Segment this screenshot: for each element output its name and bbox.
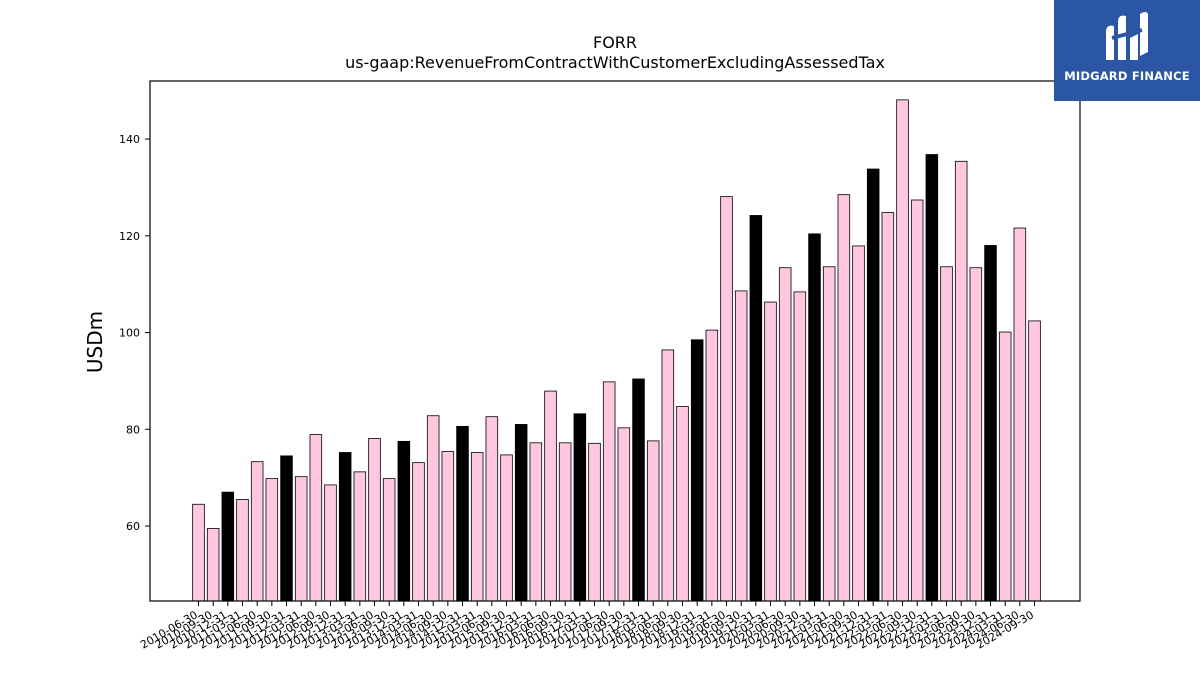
bar-2021-03-31 (822, 266, 836, 602)
bar-2021-06-30 (837, 194, 851, 602)
bar-2019-12-31 (749, 215, 763, 602)
bar-2024-03-31 (998, 331, 1012, 602)
chart-subtitle: us-gaap:RevenueFromContractWithCustomerE… (345, 53, 885, 72)
bar-2014-12-31 (456, 425, 469, 602)
bar-2020-03-31 (764, 301, 777, 602)
bar-2023-06-30 (954, 160, 968, 602)
bar-2017-12-31 (632, 378, 645, 602)
y-tick-label: 60 (126, 520, 140, 533)
bar-2023-03-31 (940, 266, 953, 602)
bar-2016-03-31 (529, 442, 543, 602)
bar-2011-03-31 (236, 499, 249, 602)
bar-2014-03-31 (412, 462, 425, 602)
bar-2019-03-31 (705, 329, 719, 602)
bar-2011-09-30 (265, 478, 279, 602)
bar-2012-12-31 (338, 452, 352, 602)
bar-2022-12-31 (925, 154, 939, 602)
bar-2019-06-30 (720, 196, 733, 602)
y-tick-label: 140 (119, 133, 140, 146)
chart-title: FORR (593, 33, 637, 52)
bar-2019-09-30 (734, 290, 748, 602)
bar-2022-06-30 (896, 99, 909, 602)
bar-2018-06-30 (661, 349, 675, 602)
bar-2023-09-30 (969, 267, 983, 602)
bar-2010-09-30 (206, 528, 220, 602)
y-tick-label: 120 (119, 230, 140, 243)
y-axis-label: USDm (83, 311, 107, 373)
brand-logo: MIDGARD FINANCE (1054, 0, 1200, 101)
bar-2013-03-31 (353, 471, 367, 602)
bar-2018-09-30 (676, 406, 689, 602)
bar-2024-06-30 (1013, 227, 1027, 602)
bar-2014-09-30 (441, 451, 455, 602)
x-ticks-group: 2010-06-302010-09-302010-12-312011-03-31… (138, 601, 1036, 652)
bar-2013-06-30 (368, 438, 381, 602)
bar-2015-06-30 (485, 416, 499, 602)
bar-2016-09-30 (558, 442, 572, 602)
bar-2018-03-31 (646, 440, 660, 602)
bar-2014-06-30 (426, 415, 440, 602)
bar-2022-03-31 (881, 212, 895, 602)
bar-2015-03-31 (470, 452, 484, 602)
bar-2015-12-31 (514, 424, 528, 602)
y-tick-label: 100 (119, 327, 140, 340)
bar-2023-12-31 (984, 245, 997, 602)
midgard-logo-icon (1106, 12, 1148, 61)
y-ticks-group: 60 80 100 120 140 (119, 133, 150, 533)
bars-group (192, 99, 1041, 602)
bar-2013-12-31 (397, 440, 411, 602)
bar-2010-06-30 (192, 503, 205, 602)
bar-2015-09-30 (500, 454, 513, 602)
bar-2020-09-30 (793, 291, 807, 602)
bar-2024-09-30 (1028, 320, 1041, 602)
bar-2017-09-30 (617, 427, 631, 602)
bar-2010-12-31 (221, 491, 235, 602)
bar-2017-03-31 (588, 442, 601, 602)
bar-2018-12-31 (690, 339, 704, 602)
bar-2020-06-30 (778, 267, 792, 602)
bar-2016-12-31 (573, 413, 587, 602)
bar-2020-12-31 (808, 233, 821, 602)
bar-2012-03-31 (294, 476, 308, 602)
bar-2011-06-30 (250, 461, 264, 602)
bar-2011-12-31 (280, 455, 293, 602)
bar-2021-12-31 (866, 168, 880, 602)
bar-2012-06-30 (309, 434, 323, 602)
bar-2013-09-30 (382, 478, 396, 602)
brand-name: MIDGARD FINANCE (1064, 69, 1190, 83)
bar-2012-09-30 (324, 484, 337, 602)
bar-2021-09-30 (852, 245, 865, 602)
plot-frame (149, 80, 1081, 602)
bar-2017-06-30 (602, 381, 616, 602)
bar-2016-06-30 (544, 390, 557, 602)
y-tick-label: 80 (126, 423, 140, 436)
bar-2022-09-30 (910, 199, 924, 602)
